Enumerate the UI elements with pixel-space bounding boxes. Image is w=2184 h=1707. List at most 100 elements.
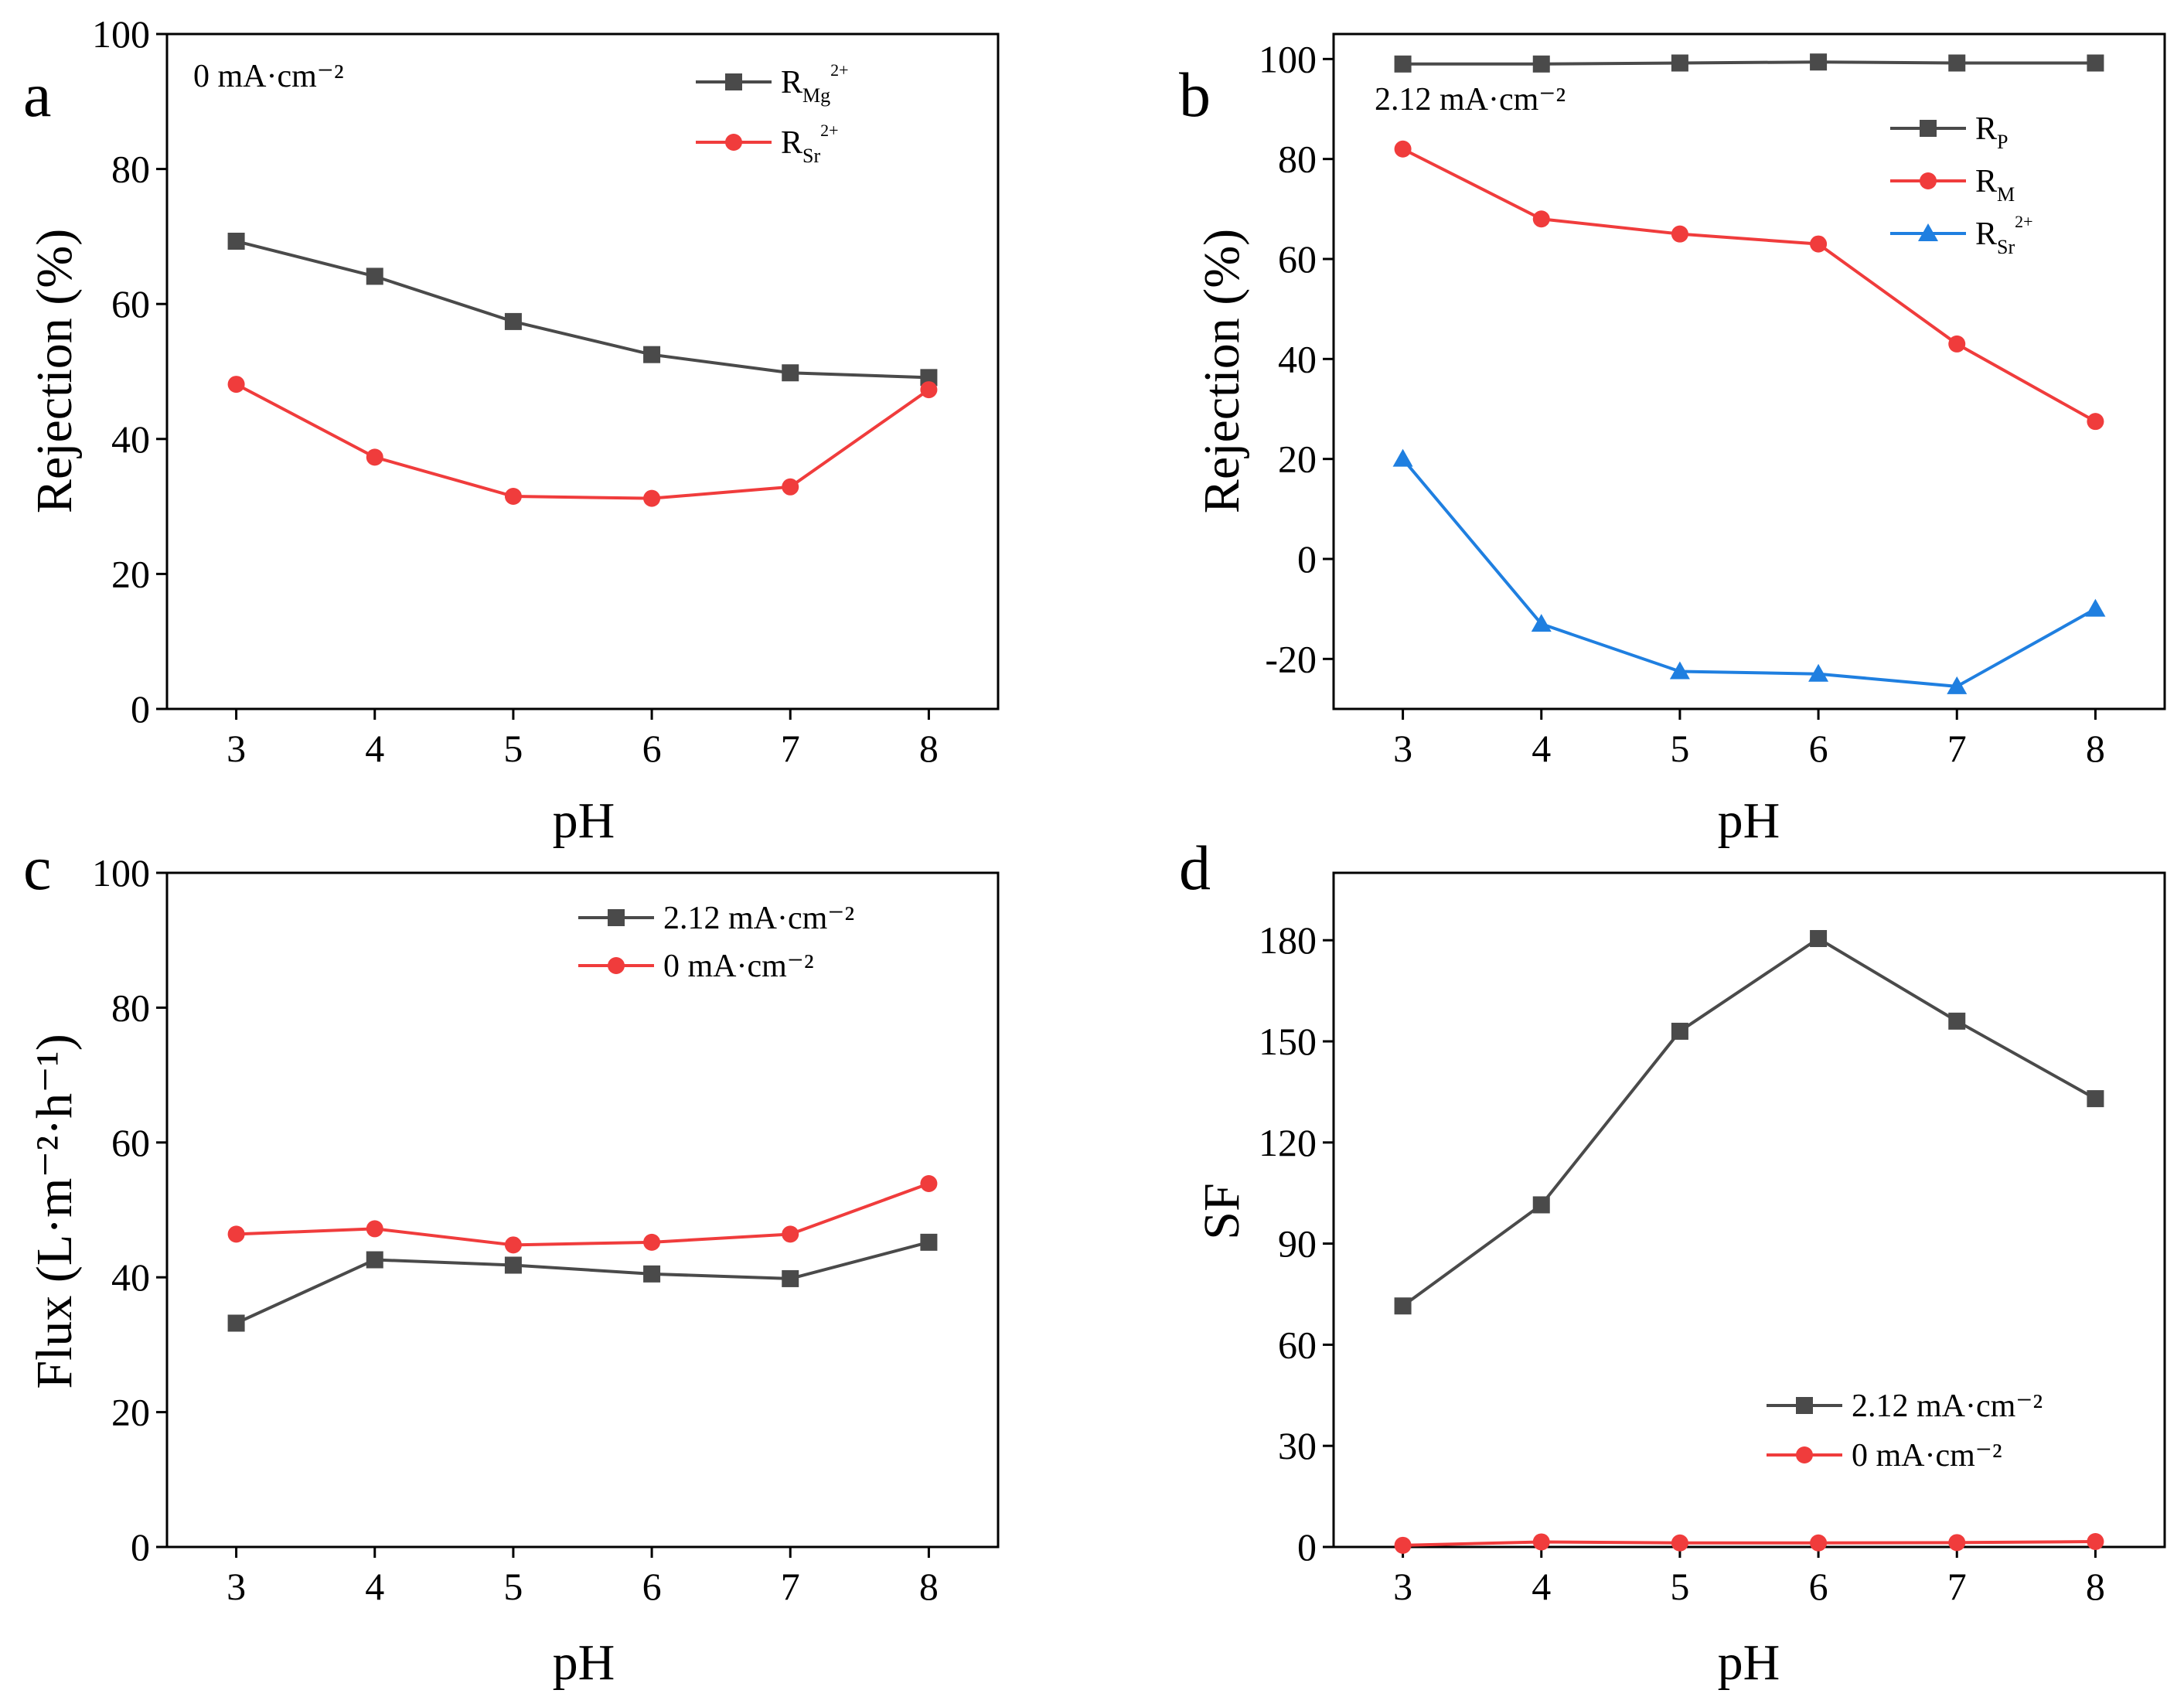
x-tick-label: 5	[503, 1565, 523, 1608]
legend-swatch-marker	[725, 134, 742, 151]
y-tick-label: 0	[131, 1525, 150, 1569]
data-point	[2087, 1090, 2104, 1108]
x-axis-title: pH	[1718, 1634, 1780, 1691]
legend-entry: RSr2+	[1890, 212, 2033, 258]
x-tick-label: 7	[1947, 1565, 1967, 1608]
panel-letter: c	[23, 833, 51, 903]
legend-entry: 0 mA·cm⁻²	[578, 949, 814, 984]
series-line	[1402, 936, 2097, 1307]
x-tick-label: 8	[919, 727, 939, 770]
panel-letter: a	[23, 60, 51, 130]
y-tick-label: 90	[1278, 1222, 1317, 1266]
legend-swatch-marker	[608, 909, 625, 926]
legend-swatch-marker	[1796, 1446, 1813, 1463]
data-point	[227, 1314, 245, 1332]
x-tick-label: 5	[1670, 1565, 1689, 1608]
data-point	[1394, 55, 1412, 73]
data-point	[504, 488, 522, 506]
condition-annotation: 2.12 mA·cm⁻²	[1375, 82, 1566, 118]
legend-label-subscript: Mg	[802, 84, 830, 107]
series-0	[1394, 930, 2104, 1315]
x-tick-label: 8	[2086, 1565, 2105, 1608]
data-point	[1394, 140, 1412, 158]
data-point	[1669, 661, 1690, 680]
plot-frame	[165, 871, 1000, 1549]
series-line	[235, 1240, 929, 1325]
data-point	[366, 1251, 383, 1269]
data-point	[2087, 413, 2104, 431]
data-point	[1948, 335, 1966, 353]
x-tick-label: 6	[1809, 727, 1828, 770]
legend-entry: RMg2+	[696, 60, 849, 107]
x-tick-label: 6	[1809, 1565, 1828, 1608]
y-tick-label: 30	[1278, 1424, 1317, 1467]
y-tick-label: 20	[111, 1391, 150, 1434]
data-point	[1810, 1534, 1828, 1552]
x-tick-label: 7	[781, 1565, 800, 1608]
series-1	[227, 376, 938, 507]
y-tick-label: 100	[92, 851, 150, 894]
legend-label-subscript: Sr	[802, 145, 820, 167]
x-tick-label: 3	[1393, 727, 1412, 770]
data-point	[1531, 614, 1552, 632]
y-tick-label: 100	[1259, 37, 1317, 80]
legend-entry: 0 mA·cm⁻²	[1767, 1438, 2002, 1474]
series-1	[227, 1174, 938, 1254]
panel-letter: d	[1179, 833, 1211, 903]
legend-label-main: R	[1975, 216, 1997, 252]
legend-label: 2.12 mA·cm⁻²	[1852, 1388, 2043, 1424]
y-tick-label: 150	[1259, 1020, 1317, 1063]
data-point	[1948, 54, 1966, 72]
legend-label: 0 mA·cm⁻²	[663, 949, 814, 984]
data-point	[1532, 210, 1550, 228]
legend-label: 2.12 mA·cm⁻²	[663, 901, 854, 936]
x-tick-label: 7	[1947, 727, 1967, 770]
legend-swatch-marker	[725, 73, 742, 90]
data-point	[920, 369, 938, 387]
data-point	[1810, 53, 1828, 71]
legend-label-main: R	[781, 65, 802, 101]
plot-frame	[165, 32, 1000, 710]
x-tick-label: 8	[2086, 727, 2105, 770]
y-tick-label: 60	[1278, 237, 1317, 281]
condition-annotation: 0 mA·cm⁻²	[193, 59, 344, 94]
legend-entry: RP	[1890, 111, 2008, 153]
y-tick-label: 40	[111, 417, 150, 461]
data-point	[504, 1256, 522, 1274]
series-line	[1402, 60, 2096, 66]
y-tick-label: -20	[1265, 637, 1317, 680]
y-tick-label: 60	[111, 1121, 150, 1164]
legend-label-main: R	[1975, 164, 1997, 199]
data-point	[920, 1174, 938, 1192]
series-1	[1394, 140, 2104, 431]
x-tick-label: 3	[227, 727, 246, 770]
y-axis-title: SF	[1194, 1183, 1250, 1239]
x-tick-label: 3	[227, 1565, 246, 1608]
legend-label-main: 0 mA·cm⁻²	[663, 949, 814, 984]
legend-label: 0 mA·cm⁻²	[1852, 1438, 2002, 1474]
x-tick-label: 5	[1670, 727, 1689, 770]
legend-label: RP	[1975, 111, 2008, 153]
y-tick-label: 40	[1278, 337, 1317, 380]
legend-swatch-marker	[1920, 172, 1937, 189]
y-tick-label: 0	[1297, 1525, 1317, 1569]
data-point	[366, 448, 383, 466]
series-line	[1402, 147, 2097, 423]
x-tick-label: 5	[503, 727, 523, 770]
panel-b: 3 4 5 6 7 8 -20 0 20 40 60 80 100 pH Rejection (%) b 2.1…	[1179, 32, 2166, 849]
x-tick-label: 4	[365, 1565, 384, 1608]
legend-label-superscript: 2+	[2015, 212, 2032, 231]
data-point	[1532, 1533, 1550, 1551]
series-line	[235, 383, 930, 500]
y-axis-title: Rejection (%)	[26, 229, 83, 513]
data-point	[227, 376, 245, 394]
data-point	[782, 1225, 799, 1243]
data-point	[504, 1236, 522, 1254]
data-point	[1810, 930, 1828, 948]
legend-entry: RM	[1890, 164, 2015, 206]
x-axis-title: pH	[553, 1634, 615, 1691]
y-tick-label: 100	[92, 12, 150, 56]
data-point	[1532, 55, 1550, 73]
legend-label-subscript: M	[1997, 183, 2015, 206]
